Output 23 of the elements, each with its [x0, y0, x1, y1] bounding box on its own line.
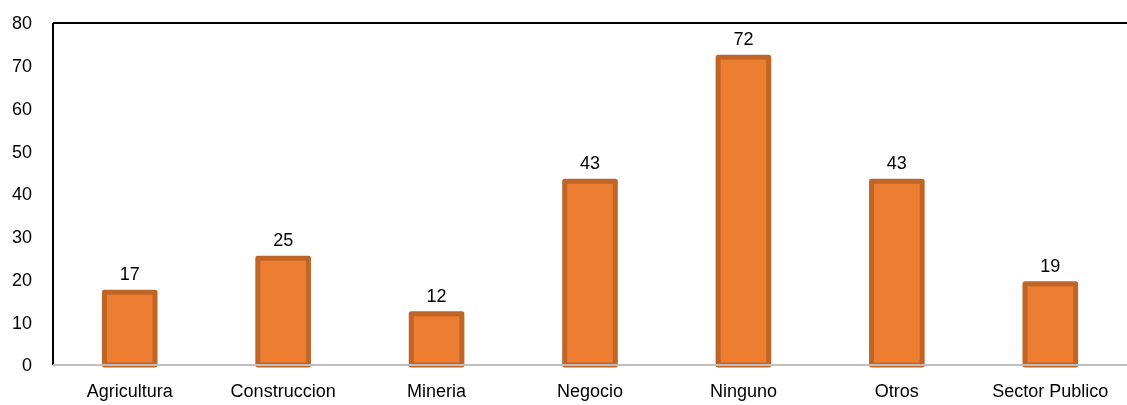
x-tick-label: Agricultura: [86, 381, 174, 401]
x-tick-label: Mineria: [407, 381, 468, 401]
y-tick-label: 10: [11, 312, 32, 333]
x-tick-label: Construccion: [230, 381, 336, 401]
data-label: 19: [1040, 255, 1061, 276]
data-label: 43: [886, 153, 907, 174]
y-tick-label: 0: [21, 355, 32, 376]
data-label: 17: [119, 264, 140, 285]
data-label: 12: [426, 285, 447, 306]
y-tick-label: 60: [11, 98, 32, 119]
y-tick-label: 20: [11, 269, 32, 290]
data-label: 43: [579, 153, 601, 174]
x-tick-label: Negocio: [556, 381, 624, 401]
y-tick-label: 40: [11, 184, 32, 205]
x-tick-label: Sector Publico: [992, 381, 1109, 401]
x-tick-label: Ninguno: [709, 381, 777, 401]
data-label: 25: [273, 230, 294, 251]
y-tick-label: 50: [11, 141, 32, 162]
data-label: 72: [733, 29, 754, 50]
y-tick-label: 70: [11, 56, 32, 77]
y-tick-label: 30: [11, 227, 32, 248]
x-tick-label: Otros: [874, 381, 919, 401]
y-tick-label: 80: [11, 13, 32, 34]
